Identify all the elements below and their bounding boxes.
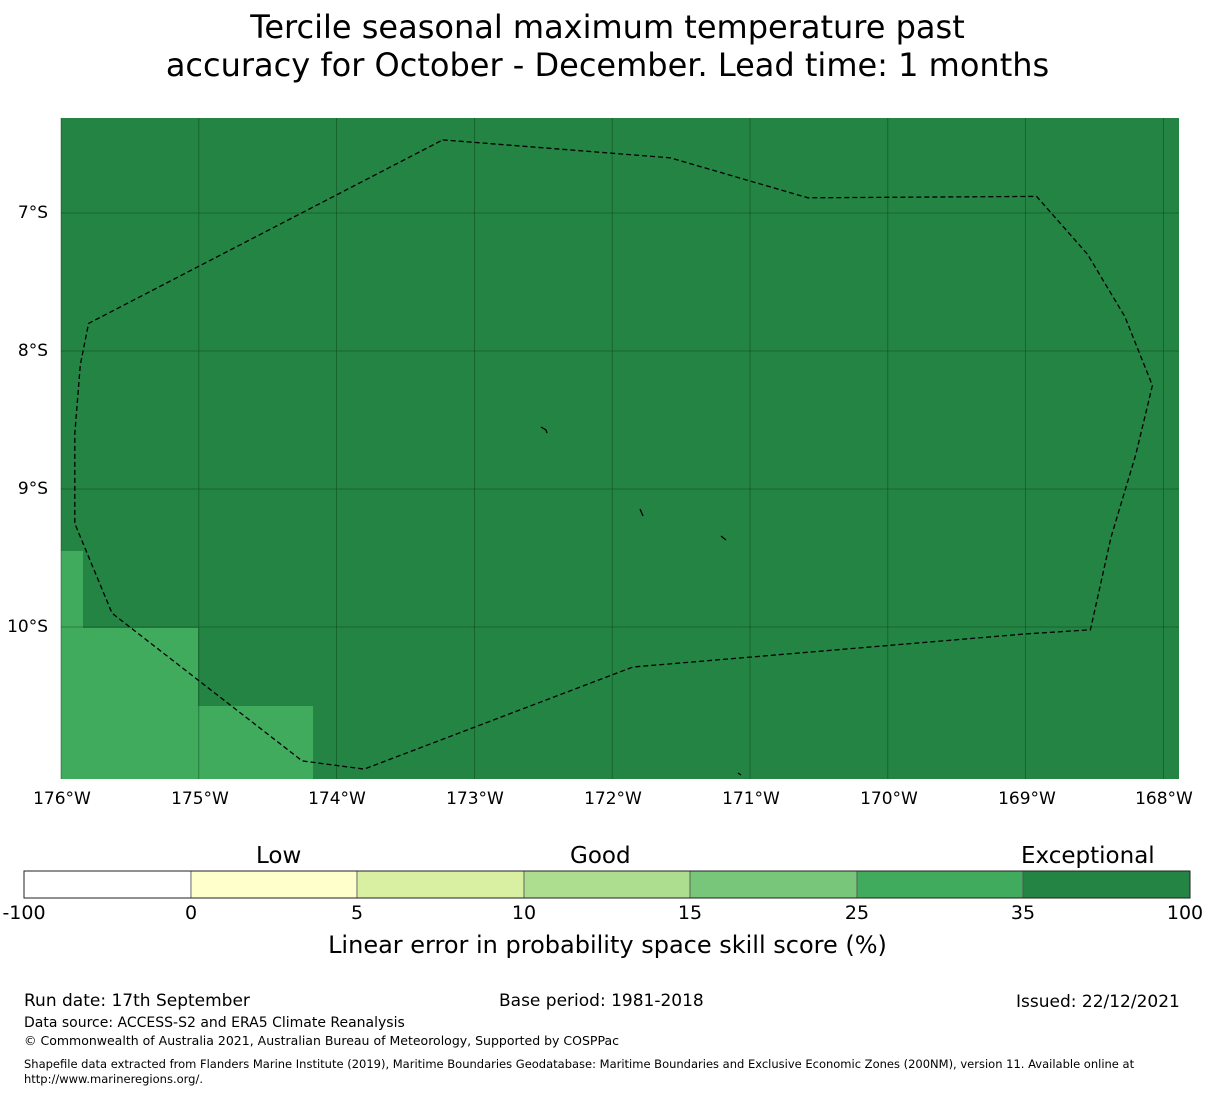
- colorbar-segment: [689, 870, 858, 899]
- islands: [540, 426, 742, 776]
- lon-label-174w: 174°W: [308, 789, 366, 809]
- island-fakaofo: [720, 535, 727, 541]
- lat-label-8s: 8°S: [17, 341, 48, 361]
- lon-label-170w: 170°W: [860, 789, 918, 809]
- island-nukunonu: [639, 508, 644, 517]
- colorbar: [23, 870, 1191, 899]
- shapefile-credit-line1: Shapefile data extracted from Flanders M…: [24, 1057, 1135, 1071]
- island-atafu: [540, 426, 548, 434]
- map-gridlines: [60, 118, 1179, 779]
- lon-label-171w: 171°W: [722, 789, 780, 809]
- copyright-notice: © Commonwealth of Australia 2021, Austra…: [24, 1033, 619, 1048]
- map-background: [61, 118, 1179, 779]
- eez-boundary: [74, 139, 1154, 770]
- colorbar-title: Linear error in probability space skill …: [328, 931, 887, 959]
- colorbar-segment: [1022, 870, 1191, 899]
- lat-label-7s: 7°S: [17, 203, 48, 223]
- tick-100: 100: [1166, 902, 1204, 924]
- lat-label-9s: 9°S: [17, 479, 48, 499]
- shapefile-credit-line2: http://www.marineregions.org/.: [24, 1072, 203, 1086]
- tick-5: 5: [350, 902, 364, 924]
- issued-date: Issued: 22/12/2021: [1016, 992, 1180, 1012]
- data-source: Data source: ACCESS-S2 and ERA5 Climate …: [24, 1015, 405, 1031]
- tick-0: 0: [184, 902, 198, 924]
- category-exceptional: Exceptional: [1021, 843, 1155, 869]
- colorbar-segment: [356, 870, 525, 899]
- title-line-1: Tercile seasonal maximum temperature pas…: [250, 8, 965, 46]
- lon-label-173w: 173°W: [446, 789, 504, 809]
- lower-skill-patches: [61, 551, 313, 779]
- lon-label-175w: 175°W: [171, 789, 229, 809]
- tick-minus-100: -100: [2, 902, 46, 924]
- category-good: Good: [570, 843, 631, 869]
- lon-label-176w: 176°W: [33, 789, 91, 809]
- colorbar-outline: [23, 870, 1191, 899]
- lon-label-172w: 172°W: [584, 789, 642, 809]
- category-low: Low: [256, 843, 302, 869]
- lat-label-10s: 10°S: [7, 617, 48, 637]
- lon-label-168w: 168°W: [1135, 789, 1193, 809]
- island-swains: [737, 772, 742, 776]
- colorbar-segment: [856, 870, 1024, 899]
- patch-south-block: [198, 706, 313, 779]
- title-line-2: accuracy for October - December. Lead ti…: [165, 46, 1050, 84]
- base-period: Base period: 1981-2018: [499, 991, 704, 1011]
- tick-10: 10: [511, 902, 537, 924]
- tick-35: 35: [1010, 902, 1036, 924]
- chart-title: Tercile seasonal maximum temperature pas…: [0, 8, 1215, 84]
- colorbar-segment: [23, 870, 192, 899]
- patch-southwest-block: [61, 628, 198, 779]
- colorbar-segment: [190, 870, 358, 899]
- colorbar-segment: [523, 870, 691, 899]
- lon-label-169w: 169°W: [998, 789, 1056, 809]
- tick-25: 25: [844, 902, 870, 924]
- run-date: Run date: 17th September: [24, 991, 250, 1011]
- tick-15: 15: [677, 902, 703, 924]
